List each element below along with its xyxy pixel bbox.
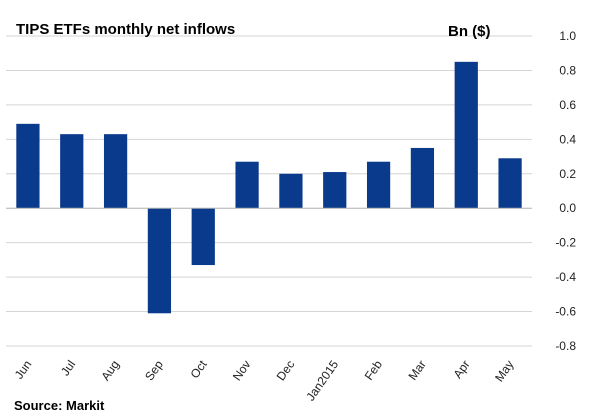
y-tick-label: -0.8	[555, 339, 576, 353]
bar-aug	[103, 134, 128, 209]
y-tick-label: 0.0	[559, 201, 576, 215]
x-tick-label: Jan2015	[303, 357, 341, 403]
y-tick-label: 1.0	[559, 29, 576, 43]
bars	[16, 61, 522, 314]
gridlines	[6, 35, 532, 347]
y-axis-ticks: 1.0 0.8 0.6 0.4 0.2 0.0 -0.2 -0.4 -0.6 -0.8	[555, 29, 576, 353]
bar-feb	[366, 161, 391, 209]
x-tick-label: Dec	[274, 358, 298, 384]
bar-jan2015	[323, 172, 347, 209]
x-tick-label: May	[492, 358, 516, 385]
source-note: Source: Markit	[14, 398, 105, 413]
bar-apr	[454, 61, 478, 209]
y-tick-label: 0.4	[559, 132, 576, 146]
x-tick-label: Oct	[188, 357, 211, 381]
y-tick-label: -0.2	[555, 236, 576, 250]
bar-jul	[60, 134, 84, 209]
y-tick-label: 0.2	[559, 167, 576, 181]
x-axis-ticks: Jun Jul Aug Sep Oct Nov Dec Jan2015 Feb Mar Apr May	[12, 357, 517, 403]
x-tick-label: Aug	[98, 358, 122, 384]
y-tick-label: 0.8	[559, 63, 576, 77]
x-tick-label: Nov	[230, 358, 254, 384]
y-tick-label: -0.6	[555, 305, 576, 319]
bar-sep	[147, 208, 172, 314]
bar-mar	[410, 147, 435, 209]
bar-dec	[279, 173, 303, 209]
bar-jun	[16, 123, 40, 209]
x-tick-label: Feb	[362, 357, 386, 382]
y-tick-label: 0.6	[559, 98, 576, 112]
bar-oct	[191, 208, 215, 266]
bar-nov	[235, 161, 259, 209]
y-tick-label: -0.4	[555, 270, 576, 284]
x-tick-label: Apr	[451, 358, 473, 381]
x-tick-label: Mar	[406, 358, 429, 383]
bar-may	[498, 158, 522, 209]
chart-title: TIPS ETFs monthly net inflows	[16, 21, 235, 38]
unit-label: Bn ($)	[448, 23, 491, 40]
x-tick-label: Jul	[58, 358, 78, 379]
x-tick-label: Jun	[12, 358, 35, 382]
x-tick-label: Sep	[142, 357, 166, 383]
